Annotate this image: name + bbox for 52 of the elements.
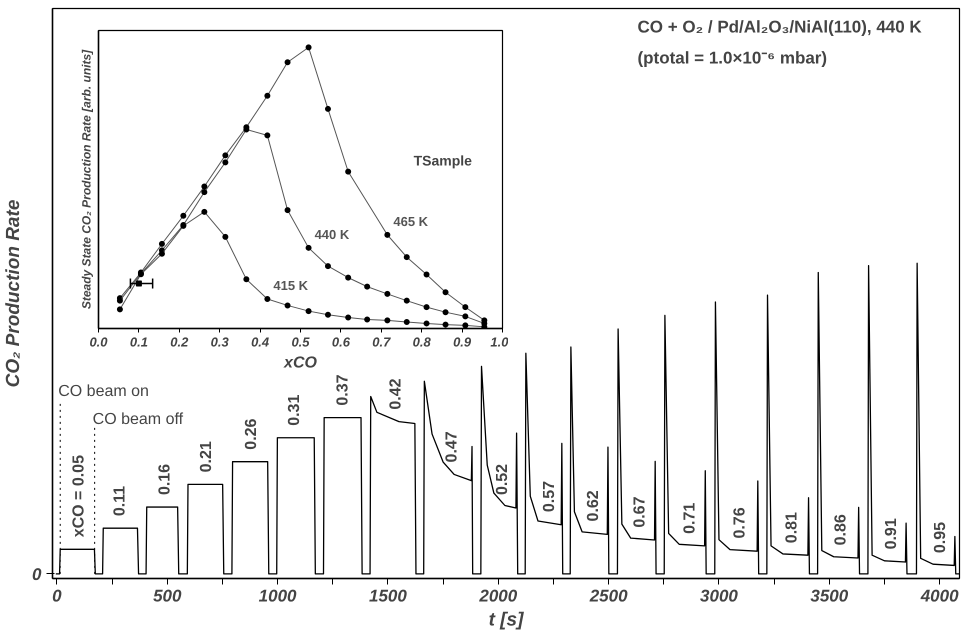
annotation: 0.57 (541, 480, 558, 512)
x-tick-label: 0.0 (89, 334, 108, 350)
x-tick-label: 1500 (369, 586, 408, 606)
x-tick-label: 0.8 (412, 334, 432, 350)
annotation: 0.81 (783, 512, 800, 544)
x-tick-label: 4000 (920, 586, 960, 606)
x-tick-label: 0.3 (210, 334, 230, 350)
x-tick-label: 0.5 (291, 334, 310, 350)
x-tick-label: 0.1 (130, 334, 148, 350)
x-tick-label: 0.9 (453, 334, 472, 350)
annotation: 0.11 (112, 486, 129, 516)
annotation: 0.71 (682, 502, 699, 534)
annotation: xCO = 0.05 (70, 454, 88, 538)
annotation: 0.31 (286, 394, 304, 426)
annotation: 0.76 (731, 507, 748, 539)
y-axis-title: Steady State CO₂ Production Rate [arb. units] (80, 48, 94, 310)
x-tick-label: 0.6 (332, 334, 351, 350)
annotation: 0.26 (243, 418, 260, 450)
x-tick-label: 0.7 (372, 334, 392, 350)
chart-title: CO + O₂ / Pd/Al₂O₃/NiAl(110), 440 K (638, 17, 922, 36)
annotation: 0.86 (832, 514, 850, 546)
x-tick-label: 2000 (478, 586, 518, 606)
x-tick-label: 2500 (588, 586, 628, 606)
annotation: 0.67 (632, 496, 649, 528)
series-label: 465 K (393, 214, 429, 229)
annotation: 0.95 (932, 522, 949, 554)
x-tick-label: 1000 (258, 586, 298, 606)
x-axis-title: xCO (283, 354, 318, 372)
annotation: 0.62 (585, 490, 602, 522)
ref-line-label: CO beam off (92, 410, 184, 428)
series-label: 440 K (314, 226, 350, 242)
x-tick-label: 0 (52, 586, 62, 606)
annotation: 0.42 (388, 378, 405, 410)
x-axis-title: t [s] (488, 610, 524, 630)
text: 0 (32, 564, 42, 584)
annotation: 0.21 (198, 441, 216, 472)
chart-subtitle: (ptotal = 1.0×10⁻⁶ mbar) (638, 48, 828, 68)
ref-line-label: CO beam on (58, 382, 149, 400)
x-tick-label: 500 (153, 586, 182, 606)
annotation: 0.52 (494, 464, 511, 496)
x-tick-label: 0.4 (251, 334, 270, 350)
annotation: 0.16 (156, 464, 174, 496)
x-tick-label: 1.0 (490, 334, 510, 350)
annotation: 0.37 (334, 374, 352, 406)
series-label: 415 K (273, 278, 309, 293)
x-tick-label: 3000 (700, 586, 738, 606)
x-tick-label: 3500 (810, 586, 849, 606)
annotation: 0.47 (444, 431, 461, 462)
x-tick-label: 0.2 (170, 334, 190, 350)
y-axis-title: CO₂ Production Rate (3, 199, 24, 388)
legend-title: TSample (414, 152, 472, 168)
annotation: 0.91 (882, 518, 900, 550)
